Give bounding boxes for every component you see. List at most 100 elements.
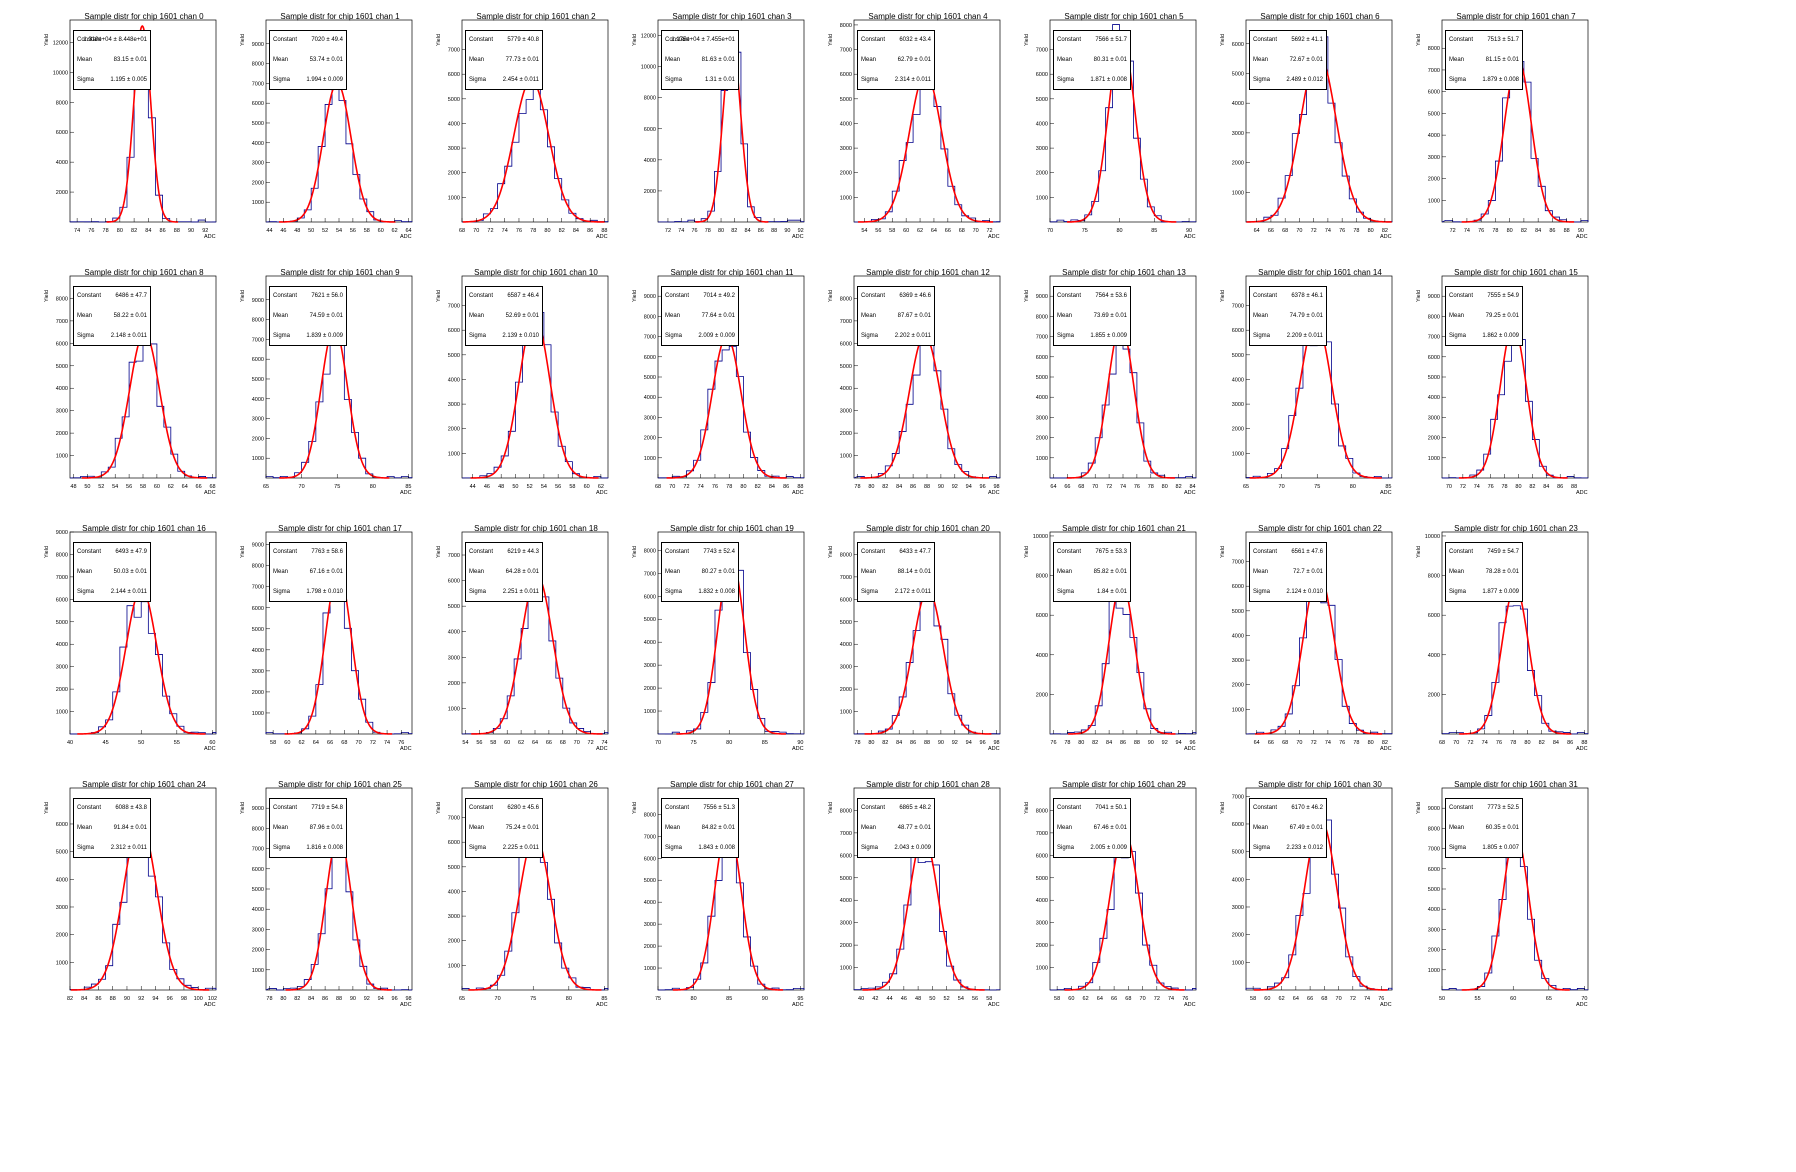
fit-stats-box: Constant 6865 ± 48.2 Mean 48.77 ± 0.01 Sigma… <box>857 798 935 858</box>
x-tick-label: 88 <box>336 996 342 1002</box>
stat-label: Mean <box>469 57 485 63</box>
histogram-panel: 40 42 44 46 48 50 52 54 56 58 1000 2000 3000 4000 5000… <box>816 768 1040 1060</box>
fit-stats-box: Constant 7675 ± 53.3 Mean 85.82 ± 0.01 Sigma… <box>1053 542 1131 602</box>
x-tick-label: 58 <box>889 228 895 234</box>
x-tick-label: 96 <box>980 740 986 746</box>
stat-row: Mean 78.28 ± 0.01 <box>1449 569 1519 579</box>
x-tick-label: 50 <box>138 740 144 746</box>
histogram-bars <box>853 843 1001 991</box>
gaussian-fit-curve <box>1459 585 1572 735</box>
stat-value: 7513 ± 51.7 <box>1487 37 1519 43</box>
y-tick-label: 6000 <box>1232 822 1244 828</box>
y-tick-label: 4000 <box>840 386 852 392</box>
histogram-bars <box>853 66 1001 223</box>
stat-value: 78.28 ± 0.01 <box>1485 569 1519 575</box>
fit-stats-box: Constant 7041 ± 50.1 Mean 67.46 ± 0.01 Sigma… <box>1053 798 1131 858</box>
x-tick-label: 72 <box>487 228 493 234</box>
x-tick-label: 82 <box>67 996 73 1002</box>
stat-value: 52.69 ± 0.01 <box>505 313 539 319</box>
x-tick-label: 60 <box>284 740 290 746</box>
y-tick-label: 1000 <box>1428 968 1440 974</box>
x-tick-label: 62 <box>1083 996 1089 1002</box>
x-tick-label: 86 <box>1120 740 1126 746</box>
plot-frame <box>1049 19 1197 223</box>
y-tick-label: 7000 <box>56 319 68 325</box>
y-tick-label: 9000 <box>1428 806 1440 812</box>
y-tick-label: 1000 <box>448 963 460 969</box>
y-tick-label: 6000 <box>840 853 852 859</box>
stat-row: Sigma 2.005 ± 0.009 <box>1057 845 1127 855</box>
x-tick-label: 66 <box>546 740 552 746</box>
stat-value: 1.855 ± 0.009 <box>1090 333 1127 339</box>
y-tick-label: 2000 <box>1036 692 1048 698</box>
stat-row: Sigma 2.489 ± 0.012 <box>1253 77 1323 87</box>
y-axis-label: Yield <box>1416 801 1422 814</box>
chart-title: Sample distr for chip 1601 chan 18 <box>474 524 598 533</box>
stat-value: 1.994 ± 0.009 <box>306 77 343 83</box>
y-tick-label: 6000 <box>448 840 460 846</box>
x-tick-label: 52 <box>322 228 328 234</box>
y-tick-label: 3000 <box>1232 658 1244 664</box>
y-tick-label: 5000 <box>840 364 852 370</box>
y-axis-label: Yield <box>632 801 638 814</box>
x-tick-label: 90 <box>797 740 803 746</box>
x-tick-label: 64 <box>405 228 411 234</box>
stat-row: Mean 81.15 ± 0.01 <box>1449 57 1519 67</box>
y-tick-label: 7000 <box>840 575 852 581</box>
stat-value: 77.73 ± 0.01 <box>505 57 539 63</box>
y-tick-label: 4000 <box>1232 377 1244 383</box>
y-tick-label: 8000 <box>644 548 656 554</box>
x-axis-label: ADC <box>1576 234 1588 240</box>
y-tick-label: 6000 <box>56 130 68 136</box>
x-tick-label: 64 <box>1254 740 1260 746</box>
y-tick-label: 7000 <box>840 48 852 54</box>
x-tick-label: 82 <box>559 228 565 234</box>
x-tick-label: 92 <box>364 996 370 1002</box>
stat-label: Constant <box>1449 549 1474 555</box>
x-tick-label: 62 <box>1279 996 1285 1002</box>
stat-row: Sigma 2.312 ± 0.011 <box>77 845 147 855</box>
y-tick-label: 4000 <box>1428 907 1440 913</box>
stat-label: Sigma <box>861 77 879 83</box>
x-tick-label: 74 <box>1120 484 1126 490</box>
fit-stats-box: Constant 6219 ± 44.3 Mean 64.28 ± 0.01 Sigma… <box>465 542 543 602</box>
y-tick-label: 8000 <box>644 812 656 818</box>
x-tick-label: 78 <box>854 740 860 746</box>
stat-value: 81.15 ± 0.01 <box>1485 57 1519 63</box>
y-tick-label: 1000 <box>1232 960 1244 966</box>
histogram-plot: 50 55 60 65 70 1000 2000 3000 4000 5000 6000 7000 80… <box>1428 787 1589 1002</box>
y-tick-label: 7000 <box>644 571 656 577</box>
stat-value: 6088 ± 43.8 <box>115 805 147 811</box>
x-tick-label: 76 <box>1496 740 1502 746</box>
x-axis-label: ADC <box>1184 490 1196 496</box>
plot-frame <box>461 275 609 479</box>
stat-row: Sigma 2.202 ± 0.011 <box>861 333 931 343</box>
y-tick-label: 3000 <box>840 921 852 927</box>
y-tick-label: 6000 <box>56 822 68 828</box>
y-tick-label: 7000 <box>1428 847 1440 853</box>
x-tick-label: 86 <box>1567 740 1573 746</box>
chart-title: Sample distr for chip 1601 chan 20 <box>866 524 990 533</box>
y-tick-label: 5000 <box>644 878 656 884</box>
stat-value: 6493 ± 47.9 <box>115 549 147 555</box>
x-tick-label: 70 <box>1047 228 1053 234</box>
stat-value: 80.31 ± 0.01 <box>1093 57 1127 63</box>
x-tick-label: 80 <box>1350 484 1356 490</box>
y-tick-label: 4000 <box>56 386 68 392</box>
histogram-plot: 68 70 72 74 76 78 80 82 84 86 88 1000 2000 3000 4000 50… <box>448 19 609 234</box>
y-tick-label: 3000 <box>1428 927 1440 933</box>
x-tick-label: 82 <box>1539 740 1545 746</box>
y-tick-label: 8000 <box>1428 46 1440 52</box>
histogram-panel: 50 55 60 65 70 1000 2000 3000 4000 5000 6000 7000 80… <box>1404 768 1628 1060</box>
stat-value: 67.49 ± 0.01 <box>1289 825 1323 831</box>
stat-label: Mean <box>861 569 877 575</box>
y-tick-label: 3000 <box>252 417 264 423</box>
stat-value: 1.31 ± 0.01 <box>705 77 735 83</box>
fit-stats-box: Constant 1.310e+04 ± 8.448e+01 Mean 83.15 ±… <box>73 30 151 90</box>
stat-label: Constant <box>77 37 102 43</box>
y-tick-label: 1000 <box>1036 966 1048 972</box>
stat-row: Sigma 1.839 ± 0.009 <box>273 333 343 343</box>
stat-row: Mean 77.64 ± 0.01 <box>665 313 735 323</box>
stat-value: 6032 ± 43.4 <box>899 37 931 43</box>
y-tick-label: 3000 <box>840 146 852 152</box>
